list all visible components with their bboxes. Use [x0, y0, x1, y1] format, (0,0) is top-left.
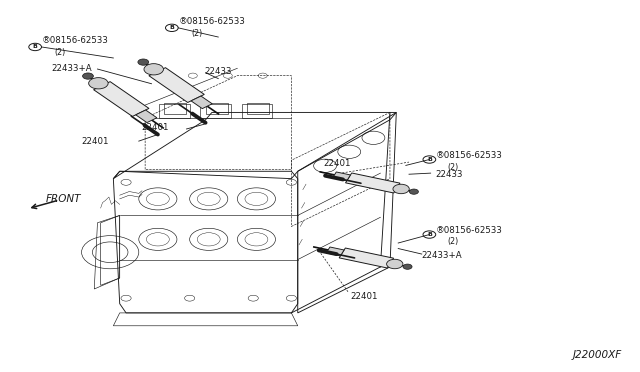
Text: 22433: 22433: [204, 67, 232, 77]
Text: ®08156-62533: ®08156-62533: [179, 17, 246, 26]
Circle shape: [89, 78, 108, 89]
Text: 22433: 22433: [436, 170, 463, 179]
Text: (2): (2): [447, 163, 458, 172]
Circle shape: [83, 73, 93, 79]
Text: 22401: 22401: [141, 124, 169, 132]
Circle shape: [387, 259, 403, 269]
Polygon shape: [339, 248, 394, 268]
Polygon shape: [333, 172, 351, 181]
Circle shape: [138, 59, 148, 65]
Text: B: B: [33, 45, 38, 49]
Text: 22401: 22401: [351, 292, 378, 301]
Polygon shape: [191, 96, 212, 109]
Circle shape: [403, 264, 412, 269]
Text: (2): (2): [447, 237, 458, 246]
Text: B: B: [427, 157, 432, 162]
Text: (2): (2): [54, 48, 65, 57]
Text: (2): (2): [191, 29, 203, 38]
Circle shape: [410, 189, 419, 194]
Text: 22433+A: 22433+A: [52, 64, 92, 73]
Text: 22401: 22401: [81, 137, 109, 145]
Text: B: B: [427, 232, 432, 237]
Polygon shape: [136, 110, 157, 123]
Text: ®08156-62533: ®08156-62533: [436, 151, 502, 160]
Text: J22000XF: J22000XF: [573, 350, 622, 360]
Circle shape: [393, 184, 409, 194]
Polygon shape: [346, 173, 400, 193]
Text: ®08156-62533: ®08156-62533: [436, 225, 502, 235]
Circle shape: [144, 64, 163, 75]
Text: ®08156-62533: ®08156-62533: [42, 36, 109, 45]
Text: 22433+A: 22433+A: [422, 251, 462, 260]
Text: FRONT: FRONT: [45, 194, 81, 203]
Text: 22401: 22401: [323, 160, 351, 169]
Polygon shape: [93, 81, 149, 116]
Text: B: B: [170, 25, 174, 31]
Polygon shape: [149, 68, 204, 102]
Polygon shape: [326, 247, 344, 256]
